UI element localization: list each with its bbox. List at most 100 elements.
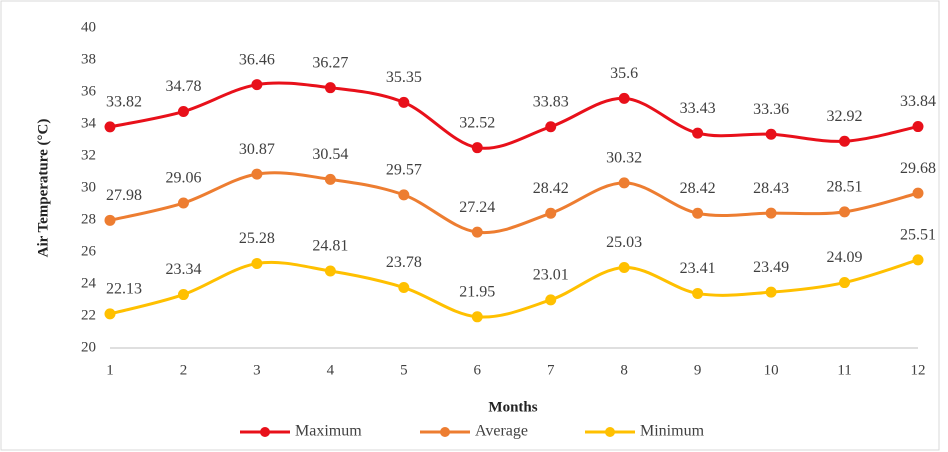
x-tick-label: 5 xyxy=(400,362,408,378)
x-tick-label: 12 xyxy=(911,362,926,378)
data-label: 33.83 xyxy=(533,93,569,110)
data-label: 35.6 xyxy=(610,65,638,82)
x-axis-title: Months xyxy=(488,399,537,415)
y-tick-label: 20 xyxy=(81,339,96,355)
data-label: 35.35 xyxy=(386,69,422,86)
data-label: 28.43 xyxy=(753,180,789,197)
data-point xyxy=(692,127,704,139)
data-point xyxy=(471,142,483,154)
data-point xyxy=(177,197,189,209)
data-label: 33.36 xyxy=(753,101,789,118)
legend-label: Average xyxy=(475,423,528,440)
data-point xyxy=(839,135,851,147)
y-tick-label: 30 xyxy=(81,179,96,195)
x-tick-label: 10 xyxy=(764,362,779,378)
y-axis-title: Air Temperature (°C) xyxy=(35,119,51,258)
data-point xyxy=(471,311,483,323)
data-point xyxy=(177,289,189,301)
y-tick-label: 28 xyxy=(81,211,96,227)
data-point xyxy=(104,214,116,226)
data-label: 29.57 xyxy=(386,162,422,179)
data-point xyxy=(398,282,410,294)
data-label: 25.28 xyxy=(239,230,275,247)
x-tick-label: 4 xyxy=(327,362,335,378)
data-point xyxy=(324,173,336,185)
x-tick-label: 6 xyxy=(474,362,482,378)
data-label: 25.51 xyxy=(900,227,936,244)
y-tick-label: 34 xyxy=(81,115,97,131)
data-label: 36.27 xyxy=(312,54,348,71)
data-point xyxy=(177,106,189,118)
x-tick-label: 1 xyxy=(106,362,114,378)
x-tick-label: 8 xyxy=(620,362,628,378)
data-label: 36.46 xyxy=(239,51,275,68)
y-tick-label: 38 xyxy=(81,51,96,67)
x-tick-label: 9 xyxy=(694,362,702,378)
data-label: 33.84 xyxy=(900,93,936,110)
data-label: 23.78 xyxy=(386,254,422,271)
data-point xyxy=(251,168,263,180)
data-label: 21.95 xyxy=(459,283,495,300)
data-point xyxy=(104,308,116,320)
data-label: 30.54 xyxy=(312,146,348,163)
legend-marker xyxy=(440,427,450,437)
legend-label: Maximum xyxy=(295,423,362,440)
data-label: 33.43 xyxy=(680,100,716,117)
data-label: 29.68 xyxy=(900,160,936,177)
data-point xyxy=(251,79,263,91)
data-label: 24.81 xyxy=(312,238,348,255)
data-point xyxy=(765,286,777,298)
data-point xyxy=(324,265,336,277)
y-tick-label: 22 xyxy=(81,307,96,323)
data-point xyxy=(618,92,630,104)
data-label: 23.34 xyxy=(165,261,201,278)
data-point xyxy=(618,177,630,189)
data-label: 25.03 xyxy=(606,234,642,251)
data-point xyxy=(545,207,557,219)
data-point xyxy=(692,287,704,299)
data-point xyxy=(251,258,263,270)
data-point xyxy=(912,187,924,199)
data-point xyxy=(765,128,777,140)
data-point xyxy=(324,82,336,94)
data-label: 28.42 xyxy=(680,180,716,197)
x-tick-label: 11 xyxy=(837,362,851,378)
data-point xyxy=(545,121,557,133)
data-point xyxy=(398,189,410,201)
x-tick-label: 3 xyxy=(253,362,261,378)
data-point xyxy=(398,96,410,108)
data-point xyxy=(545,294,557,306)
data-point xyxy=(839,277,851,289)
y-tick-label: 32 xyxy=(81,147,96,163)
y-tick-label: 24 xyxy=(81,275,97,291)
data-label: 30.32 xyxy=(606,150,642,167)
data-label: 22.13 xyxy=(106,281,142,298)
data-label: 30.87 xyxy=(239,141,275,158)
data-label: 28.51 xyxy=(827,179,863,196)
data-point xyxy=(912,121,924,133)
legend-marker xyxy=(605,427,615,437)
x-tick-label: 7 xyxy=(547,362,555,378)
data-point xyxy=(839,206,851,218)
data-label: 24.09 xyxy=(827,249,863,266)
data-label: 34.78 xyxy=(165,78,201,95)
legend-marker xyxy=(260,427,270,437)
data-label: 28.42 xyxy=(533,180,569,197)
x-tick-label: 2 xyxy=(180,362,188,378)
data-label: 23.49 xyxy=(753,259,789,276)
data-label: 29.06 xyxy=(165,170,201,187)
y-tick-label: 36 xyxy=(81,83,97,99)
data-label: 32.52 xyxy=(459,114,495,131)
data-point xyxy=(471,226,483,238)
y-tick-label: 40 xyxy=(81,19,96,35)
legend-label: Minimum xyxy=(640,423,705,440)
data-label: 33.82 xyxy=(106,94,142,111)
data-point xyxy=(104,121,116,133)
data-point xyxy=(765,207,777,219)
data-label: 23.01 xyxy=(533,267,569,284)
data-label: 32.92 xyxy=(827,108,863,125)
data-label: 23.41 xyxy=(680,260,716,277)
data-point xyxy=(692,207,704,219)
